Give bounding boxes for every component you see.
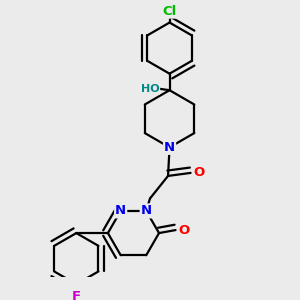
Text: N: N [164, 141, 175, 154]
Text: O: O [194, 167, 205, 179]
Text: HO: HO [141, 84, 159, 94]
Text: N: N [141, 204, 152, 218]
Text: N: N [115, 204, 126, 218]
Text: Cl: Cl [162, 4, 177, 18]
Text: O: O [178, 224, 190, 237]
Text: F: F [72, 290, 81, 300]
